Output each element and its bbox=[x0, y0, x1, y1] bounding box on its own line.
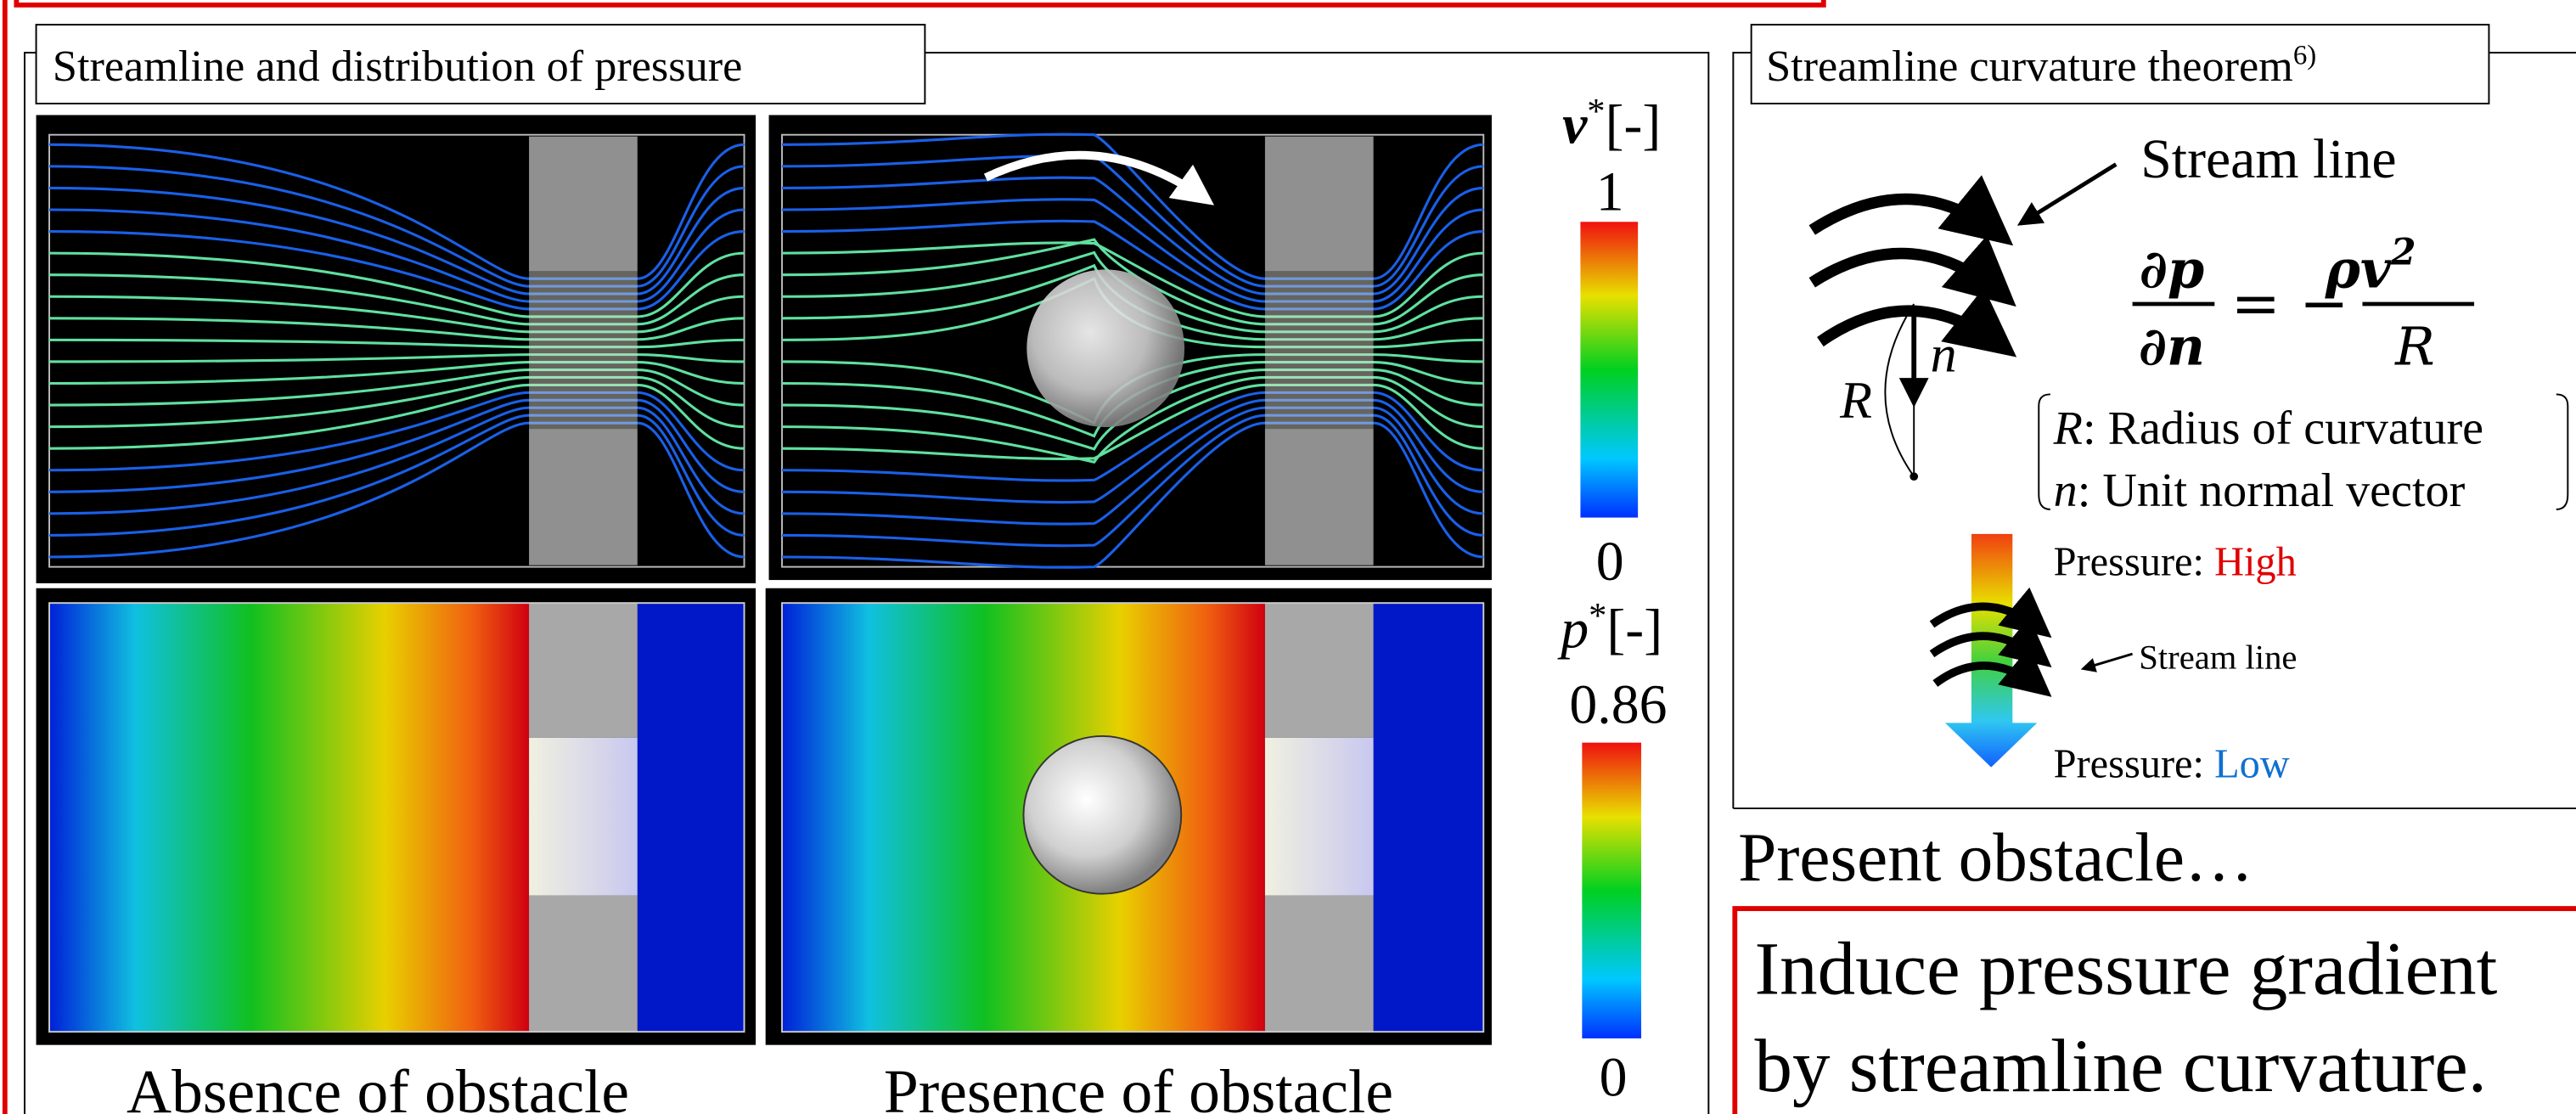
simulation-images bbox=[37, 115, 1492, 1044]
pressure-high: Pressure: High bbox=[2054, 539, 2297, 584]
prefix: Pressure: bbox=[2054, 539, 2214, 584]
pointer bbox=[2084, 654, 2133, 668]
conclusion-line: by streamline curvature. bbox=[1755, 1025, 2487, 1108]
numerator: ∂p bbox=[2140, 239, 2204, 301]
right-title: Streamline curvature theorem6) bbox=[1766, 41, 2316, 91]
r-label: R bbox=[1839, 372, 1872, 430]
exponent: 2 bbox=[2390, 232, 2416, 274]
colorbar-label: v*[-] bbox=[1562, 92, 1661, 155]
colorbar-min: 0 bbox=[1600, 1047, 1628, 1109]
title: Streamline curvature theorem bbox=[1766, 42, 2293, 91]
symbol: v bbox=[1562, 93, 1588, 155]
colorbar-max: 0.86 bbox=[1569, 673, 1667, 735]
wall bbox=[529, 137, 638, 272]
outlet bbox=[638, 603, 745, 1032]
obstacle bbox=[1023, 736, 1181, 894]
wall bbox=[529, 429, 638, 565]
symbol: p bbox=[1557, 598, 1589, 660]
pointer bbox=[2021, 165, 2116, 224]
reference: 6) bbox=[2293, 41, 2316, 71]
wall bbox=[1265, 896, 1374, 1032]
gap bbox=[1265, 271, 1374, 429]
star: * bbox=[1589, 596, 1606, 636]
obstacle bbox=[1026, 269, 1184, 427]
definition: R: Radius of curvature bbox=[2053, 402, 2483, 454]
gap bbox=[529, 738, 638, 896]
page: {"left_panel":{"title":"Streamline and d… bbox=[0, 0, 2576, 1114]
denominator: ∂n bbox=[2139, 316, 2205, 378]
image-frame bbox=[37, 115, 756, 582]
definition: n: Unit normal vector bbox=[2054, 464, 2466, 517]
wall bbox=[529, 896, 638, 1032]
pressure-low: Pressure: Low bbox=[2054, 741, 2290, 786]
caption: Absence of obstacle bbox=[127, 1056, 629, 1114]
colorbar-min: 0 bbox=[1596, 531, 1624, 593]
wall bbox=[1265, 137, 1374, 272]
unit: [-] bbox=[1606, 598, 1662, 660]
symbol: R bbox=[2053, 402, 2083, 454]
star: * bbox=[1587, 92, 1605, 132]
caption: Presence of obstacle bbox=[884, 1056, 1393, 1114]
value: High bbox=[2214, 539, 2297, 584]
stream-label: Stream line bbox=[2140, 128, 2396, 190]
radius-arc bbox=[1885, 304, 1914, 476]
wall bbox=[1265, 429, 1374, 565]
colorbar-max: 1 bbox=[1596, 161, 1624, 223]
symbol: n bbox=[2054, 464, 2078, 517]
colorbar-label: p*[-] bbox=[1557, 596, 1662, 660]
unit: [-] bbox=[1606, 93, 1662, 155]
center bbox=[1910, 472, 1918, 481]
denominator: R bbox=[2394, 317, 2435, 378]
colorbar bbox=[1580, 222, 1638, 517]
small-stream-label: Stream line bbox=[2139, 639, 2297, 677]
gap bbox=[529, 271, 638, 429]
conclusion-heading: Present obstacle… bbox=[1738, 819, 2253, 896]
text: : Unit normal vector bbox=[2078, 464, 2466, 517]
figure: Streamline and distribution of pressure … bbox=[0, 0, 2576, 1114]
equation: ∂p ∂n = − ρv2 R bbox=[2133, 232, 2474, 378]
left-title: Streamline and distribution of pressure bbox=[53, 42, 742, 91]
wall bbox=[529, 603, 638, 738]
gap bbox=[1265, 738, 1374, 896]
curved-arrows bbox=[1812, 200, 2007, 351]
colorbar bbox=[1582, 743, 1641, 1038]
wall bbox=[1265, 603, 1374, 738]
outlet bbox=[1374, 603, 1484, 1032]
prefix: Pressure: bbox=[2054, 741, 2214, 786]
value: Low bbox=[2214, 741, 2290, 786]
text: : Radius of curvature bbox=[2083, 402, 2483, 454]
numerator: ρv2 bbox=[2325, 232, 2416, 301]
base: ρv bbox=[2325, 239, 2392, 301]
conclusion-line: Induce pressure gradient bbox=[1755, 928, 2498, 1011]
n-label: n bbox=[1931, 325, 1957, 383]
pressure-field bbox=[49, 603, 529, 1032]
